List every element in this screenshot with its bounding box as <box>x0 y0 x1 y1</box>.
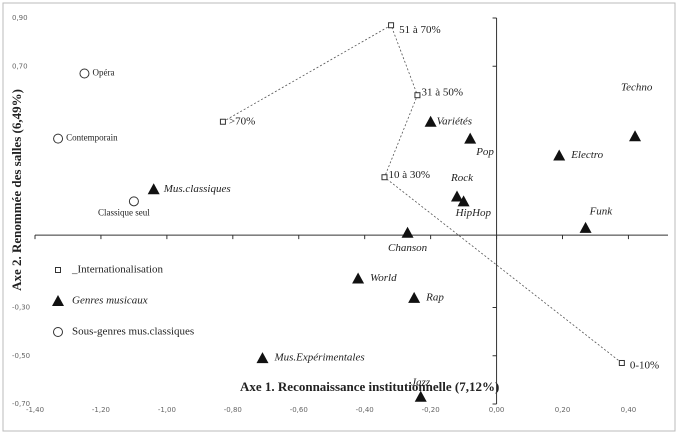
point-label: Contemporain <box>66 133 118 143</box>
outer-frame <box>2 2 676 432</box>
point-label: Jazz <box>411 376 431 388</box>
point <box>219 118 226 125</box>
x-tick-label: -0,40 <box>356 406 374 414</box>
x-tick-label: -1,40 <box>26 406 44 414</box>
point <box>464 132 477 144</box>
connector-line <box>222 24 623 364</box>
legend-marker <box>55 267 61 273</box>
legend-label: Sous-genres mus.classiques <box>72 326 194 338</box>
point-label: Classique seul <box>98 207 150 217</box>
x-axis-label: Axe 1. Reconnaissance institutionnelle (… <box>240 379 499 394</box>
point <box>79 68 90 79</box>
y-tick-label: -0,70 <box>12 400 30 408</box>
legend-label: _Internationalisation <box>71 264 164 276</box>
legend-marker <box>53 327 63 337</box>
y-tick-label: 0,90 <box>12 14 28 22</box>
y-tick-label: -0,50 <box>12 352 30 360</box>
point <box>414 390 427 402</box>
point <box>618 359 625 366</box>
point-label: 10 à 30% <box>388 169 430 181</box>
point <box>381 174 388 181</box>
point-label: >70% <box>229 115 255 127</box>
point-label: World <box>370 272 397 284</box>
point-label: Pop <box>475 146 494 158</box>
x-tick-label: -0,60 <box>290 406 308 414</box>
point <box>629 130 642 142</box>
point <box>352 272 365 284</box>
point <box>256 352 269 364</box>
point-label: Opéra <box>92 68 114 78</box>
point-label: Rock <box>450 172 474 184</box>
point-label: Techno <box>621 82 653 94</box>
x-tick-label: -1,00 <box>158 406 176 414</box>
point <box>424 115 437 127</box>
y-tick-label: -0,30 <box>12 304 30 312</box>
x-tick-label: 0,00 <box>489 406 505 414</box>
legend-label: Genres musicaux <box>72 295 148 307</box>
y-tick-label: 0,70 <box>12 62 28 70</box>
point <box>388 22 395 29</box>
point <box>553 149 566 161</box>
point <box>457 195 470 207</box>
point <box>579 221 592 233</box>
point-label: 51 à 70% <box>399 24 441 36</box>
point-label: HipHop <box>455 207 492 219</box>
point <box>53 133 64 144</box>
point-label: Mus.classiques <box>163 183 231 195</box>
point-label: Mus.Expérimentales <box>273 352 364 364</box>
point-label: Chanson <box>388 242 428 254</box>
point-label: Variétés <box>437 115 472 127</box>
point <box>401 226 414 238</box>
x-tick-label: -0,20 <box>422 406 440 414</box>
point-label: 31 à 50% <box>421 87 463 99</box>
x-tick-label: -1,20 <box>92 406 110 414</box>
point <box>128 196 139 207</box>
point <box>147 183 160 195</box>
point <box>414 92 421 99</box>
point-label: Funk <box>589 205 614 217</box>
point-label: Electro <box>570 149 603 161</box>
x-tick-label: 0,20 <box>555 406 571 414</box>
legend-marker <box>52 295 64 306</box>
point-label: 0-10% <box>630 360 659 372</box>
point <box>451 190 463 202</box>
x-tick-label: 0,40 <box>621 406 637 414</box>
point <box>408 291 421 303</box>
y-axis-label: Axe 2. Renommée des salles (6,49%) <box>9 89 24 291</box>
point-label: Rap <box>425 291 444 303</box>
x-tick-label: -0,80 <box>224 406 242 414</box>
